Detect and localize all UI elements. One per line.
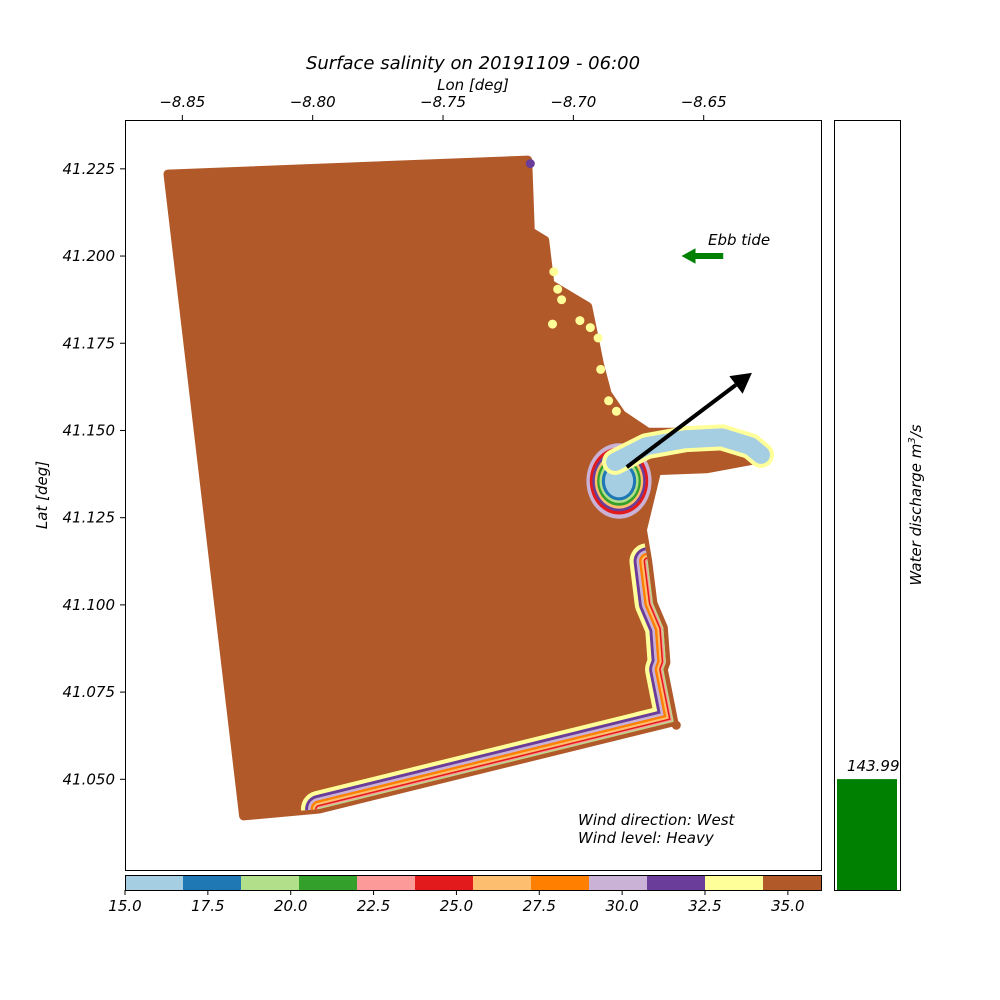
colorbar-segment (589, 875, 648, 890)
coast-dot-9 (604, 396, 614, 406)
salinity-domain (163, 155, 769, 821)
discharge-bar (837, 779, 897, 890)
colorbar-segment (241, 875, 300, 890)
colorbar-segment (705, 875, 764, 890)
y-axis-label: Lat [deg] (33, 461, 51, 529)
colorbar-frame (125, 875, 822, 891)
y-tick-label: 41.175 (63, 334, 116, 352)
coast-dot-8 (596, 364, 606, 374)
arrow-layer (625, 248, 752, 469)
coast-dot-3 (557, 295, 567, 305)
current-arrow-head (729, 372, 752, 394)
y-tick-label: 41.125 (63, 509, 116, 527)
colorbar-ticks: 15.0 17.5 20.0 22.5 25.0 27.5 30.0 32.5 35.0 (108, 890, 805, 915)
colorbar-tick-label: 27.5 (523, 897, 556, 915)
coast-dots (525, 159, 681, 730)
plot-frame (125, 120, 822, 871)
coast-dot-2 (553, 284, 563, 294)
chart-title: Surface salinity on 20191109 - 06:00 (306, 53, 640, 74)
plot-area (163, 155, 774, 821)
salinity-field (163, 155, 774, 821)
coast-dot-0 (525, 159, 535, 169)
colorbar-segment (415, 875, 474, 890)
river-plume (606, 428, 770, 471)
colorbar-segment (531, 875, 590, 890)
y-tick-label: 41.050 (63, 770, 116, 788)
colorbar-segment (763, 875, 822, 890)
colorbar-segment (183, 875, 242, 890)
y-tick-label: 41.200 (63, 247, 116, 265)
colorbar-tick-label: 20.0 (274, 897, 307, 915)
x-tick-label: −8.80 (290, 93, 336, 111)
x-tick-label: −8.65 (681, 93, 727, 111)
x-tick-label: −8.75 (420, 93, 466, 111)
colorbar-segment (647, 875, 706, 890)
colorbar-segment (299, 875, 358, 890)
coast-dot-4 (548, 319, 557, 329)
discharge-axis-label: Water discharge m3/s (907, 424, 925, 585)
colorbar-tick-label: 30.0 (605, 897, 638, 915)
y-tick-label: 41.100 (63, 596, 116, 614)
colorbar-tick-label: 17.5 (191, 897, 224, 915)
colorbar-tick-label: 22.5 (357, 897, 390, 915)
coast-dot-1 (549, 267, 559, 277)
y-ticks: 41.050 41.075 41.100 41.125 41.150 41.175 41.2… (63, 160, 125, 788)
colorbar-tick-label: 32.5 (688, 897, 721, 915)
x-ticks: −8.85 −8.80 −8.75 −8.70 −8.65 (159, 93, 727, 120)
discharge-value: 143.99 (847, 757, 900, 775)
discharge-frame (834, 120, 901, 891)
coast-dot-5 (575, 316, 585, 326)
discharge-label-main: Water discharge m (907, 444, 925, 586)
tide-arrow-head (681, 248, 696, 264)
salinity-colorbar (125, 875, 822, 890)
colorbar-segment (125, 875, 184, 890)
y-tick-label: 41.150 (63, 421, 116, 439)
wind-level-label: Wind level: Heavy (578, 829, 715, 847)
colorbar-segment (357, 875, 416, 890)
x-tick-label: −8.70 (550, 93, 596, 111)
wind-direction-label: Wind direction: West (578, 811, 736, 829)
coast-dot-7 (593, 333, 603, 343)
discharge-label-tail: /s (907, 424, 925, 439)
discharge-panel: 143.99 Water discharge m3/s (834, 120, 925, 891)
coast-dot-11 (671, 720, 681, 730)
colorbar-segment (473, 875, 532, 890)
colorbar-tick-label: 25.0 (440, 897, 473, 915)
y-tick-label: 41.225 (63, 160, 116, 178)
coast-dot-10 (611, 406, 621, 416)
colorbar-tick-label: 35.0 (771, 897, 804, 915)
coast-dot-6 (585, 323, 595, 333)
current-arrow-shaft (625, 383, 738, 469)
x-axis-label: Lon [deg] (437, 76, 509, 94)
tide-label: Ebb tide (708, 231, 770, 249)
colorbar-tick-label: 15.0 (108, 897, 141, 915)
x-tick-label: −8.85 (159, 93, 205, 111)
y-tick-label: 41.075 (63, 683, 116, 701)
discharge-label-sup: 3 (907, 437, 918, 443)
